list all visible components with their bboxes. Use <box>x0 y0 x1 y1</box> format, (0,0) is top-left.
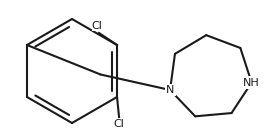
Text: Cl: Cl <box>114 119 124 129</box>
Text: NH: NH <box>243 78 260 88</box>
Text: N: N <box>166 85 174 95</box>
Text: Cl: Cl <box>92 21 102 31</box>
